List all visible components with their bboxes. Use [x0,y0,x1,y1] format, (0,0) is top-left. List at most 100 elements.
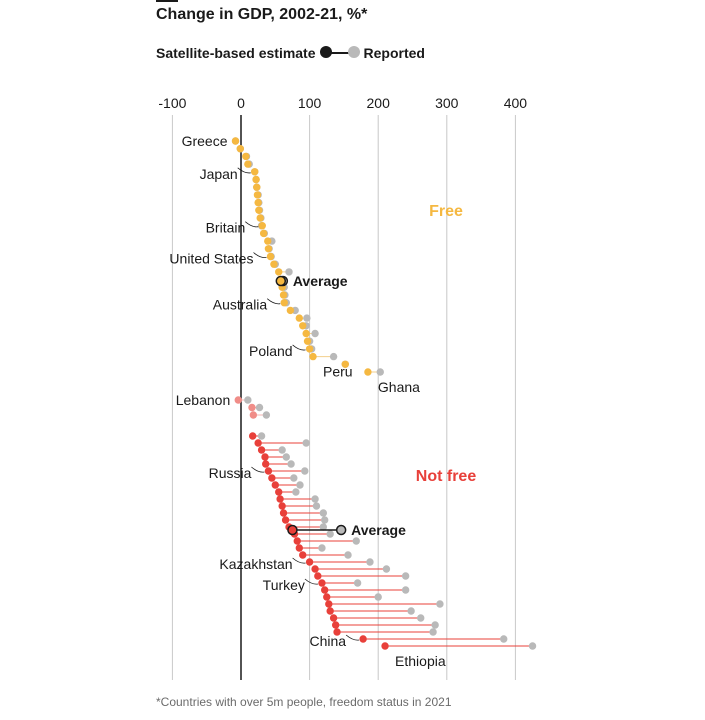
dumbbell-chart: -100 0 100 200 300 400 Greece Japan Britain Unite… [158,95,537,680]
reported-dot [312,502,321,510]
reported-dot [353,579,362,587]
label-leader [253,252,267,259]
satellite-dot [305,558,314,566]
x-tick-label: 200 [367,95,391,111]
legend-estimate-label: Satellite-based estimate [156,45,316,61]
average-satellite-dot [275,275,287,287]
legend: Satellite-based estimate Reported [156,45,425,61]
satellite-dot [381,642,389,650]
satellite-dot [252,175,260,184]
reported-dot [436,600,444,608]
country-label: United States [169,251,253,267]
reported-dot [282,453,290,461]
satellite-dot [266,252,275,261]
country-label: Poland [249,343,293,359]
reported-dot [311,329,319,338]
label-leader [245,221,259,228]
reported-dot [366,558,374,566]
satellite-dot [331,621,340,629]
reported-dot [257,432,266,440]
satellite-dot [280,299,288,307]
footnote: *Countries with over 5m people, freedom … [156,695,452,709]
reported-dot [278,446,286,454]
satellite-dot [303,337,312,345]
country-label: Lebanon [176,392,231,408]
reported-dot [311,495,319,503]
x-tick-label: 0 [237,95,245,111]
satellite-dot [261,453,269,461]
average-satellite-dot [287,524,298,536]
label-leader [345,634,360,641]
satellite-dot [299,322,307,330]
reported-dot [302,439,310,447]
satellite-dot [275,268,283,276]
satellite-dot [325,600,333,608]
satellite-dot [323,593,331,601]
satellite-dot [275,488,283,496]
chart-title: Change in GDP, 2002-21, %* [156,6,368,23]
satellite-dot [295,544,304,552]
satellite-dot [359,635,367,643]
reported-dot [401,586,410,594]
reported-dot [296,481,304,489]
average-label: Average [351,522,406,538]
satellite-dot [251,168,259,176]
panel-label-free: Free [429,203,463,220]
reported-dot [262,411,271,419]
satellite-dot [254,439,262,447]
reported-dot [500,635,508,643]
satellite-dot [253,183,261,191]
satellite-dot [299,551,307,559]
country-label: Russia [209,465,252,481]
country-label: Ghana [378,379,420,395]
reported-dot [318,544,326,552]
satellite-dot [279,291,288,299]
country-label: Greece [182,133,228,149]
legend-reported-label: Reported [363,45,425,61]
satellite-dot [261,460,270,468]
satellite-dot [305,345,314,353]
panel-label-not-free: Not free [416,468,477,485]
reported-dot [255,403,264,412]
satellite-dot [268,474,276,482]
satellite-dot [320,586,329,594]
satellite-dot [254,198,262,207]
satellite-dot [293,537,301,545]
label-leader [266,298,281,305]
label-leader [292,557,306,564]
satellite-dot [253,191,262,199]
reported-dot [352,537,360,545]
reported-dot [303,314,311,322]
legend-dumbbell-icon [319,46,360,60]
reported-dot [407,607,415,615]
satellite-dot [295,314,304,322]
label-leader [237,167,251,174]
satellite-dot [271,481,279,489]
reported-dot [326,530,334,538]
satellite-dot [270,260,278,268]
reported-dot [301,467,309,475]
x-tick-label: -100 [158,95,186,111]
satellite-dot [329,614,338,622]
country-label: China [310,633,347,649]
satellite-dot [309,352,317,361]
satellite-dot [258,222,266,230]
satellite-dot [264,467,273,475]
satellite-dot [278,502,286,510]
average-label: Average [293,273,348,289]
reported-dot [292,488,300,496]
reported-dot [320,516,329,524]
reported-dot [290,474,298,482]
satellite-dot [231,137,240,145]
label-leader [292,344,306,351]
reported-dot [401,572,410,580]
satellite-dot [248,403,256,412]
x-tick-label: 300 [435,95,459,111]
label-leader [251,466,265,473]
country-label: Ethiopia [395,653,446,669]
reported-dot [374,593,382,601]
reported-dot [287,460,295,468]
reported-dot [528,642,537,650]
reported-dot [344,551,352,559]
satellite-dot [314,572,322,580]
